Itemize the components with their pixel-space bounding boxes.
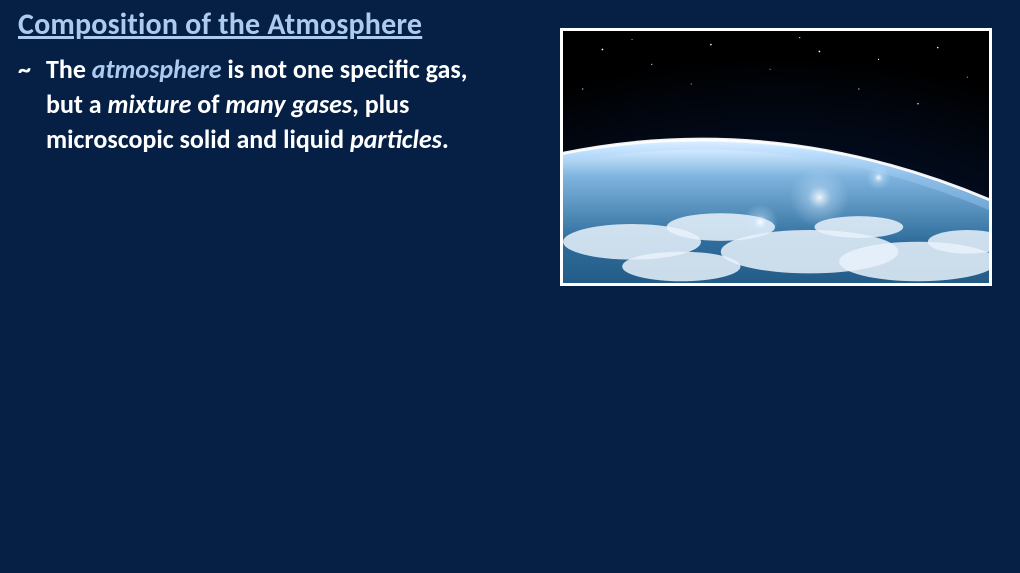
keyword-atmosphere: atmosphere [92, 53, 222, 85]
body-seg-1: The [46, 53, 92, 85]
body-seg-5: . [442, 123, 449, 155]
body-seg-3: of [191, 88, 225, 120]
keyword-many-gases: many gases [225, 88, 352, 120]
slide-body: ~The atmosphere is not one specific gas,… [18, 52, 518, 157]
figure-earth-atmosphere [560, 28, 992, 286]
bullet-symbol: ~ [18, 52, 46, 87]
keyword-particles: particles [350, 123, 442, 155]
keyword-mixture: mixture [108, 88, 192, 120]
slide-title: Composition of the Atmosphere [18, 6, 422, 43]
earth-atmosphere-svg [563, 31, 989, 283]
body-text: The atmosphere is not one specific gas, … [46, 52, 506, 157]
slide: Composition of the Atmosphere ~The atmos… [0, 0, 1020, 573]
